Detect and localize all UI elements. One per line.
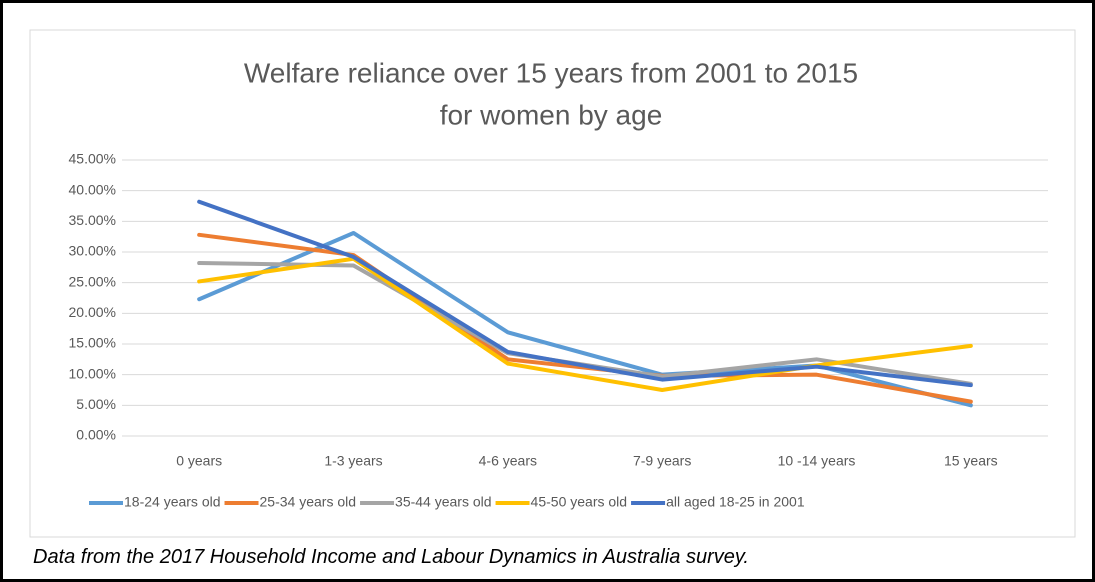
legend-label: 18-24 years old — [124, 494, 221, 510]
y-tick-label: 5.00% — [76, 396, 116, 412]
chart-area — [29, 29, 1076, 538]
legend-label: 45-50 years old — [531, 494, 628, 510]
x-tick-label: 15 years — [944, 453, 998, 469]
y-tick-label: 45.00% — [69, 151, 116, 167]
chart-title: Welfare reliance over 15 years from 2001… — [244, 57, 858, 88]
legend-label: all aged 18-25 in 2001 — [666, 494, 805, 510]
chart-title: for women by age — [440, 99, 663, 130]
y-tick-label: 30.00% — [69, 243, 116, 259]
series-line — [197, 199, 973, 388]
y-tick-label: 0.00% — [76, 427, 116, 443]
series-line — [197, 256, 973, 392]
y-tick-label: 35.00% — [69, 212, 116, 228]
series-line — [197, 230, 973, 408]
y-tick-label: 10.00% — [69, 365, 116, 381]
x-tick-label: 1-3 years — [324, 453, 382, 469]
chart: Welfare reliance over 15 years from 2001… — [29, 29, 1076, 538]
x-tick-label: 10 -14 years — [778, 453, 856, 469]
x-tick-label: 0 years — [176, 453, 222, 469]
legend-label: 35-44 years old — [395, 494, 492, 510]
y-tick-label: 25.00% — [69, 273, 116, 289]
y-tick-label: 40.00% — [69, 181, 116, 197]
y-tick-label: 15.00% — [69, 335, 116, 351]
y-tick-label: 20.00% — [69, 304, 116, 320]
x-tick-label: 4-6 years — [479, 453, 537, 469]
legend-label: 25-34 years old — [260, 494, 357, 510]
caption: Data from the 2017 Household Income and … — [33, 546, 749, 568]
x-tick-label: 7-9 years — [633, 453, 691, 469]
